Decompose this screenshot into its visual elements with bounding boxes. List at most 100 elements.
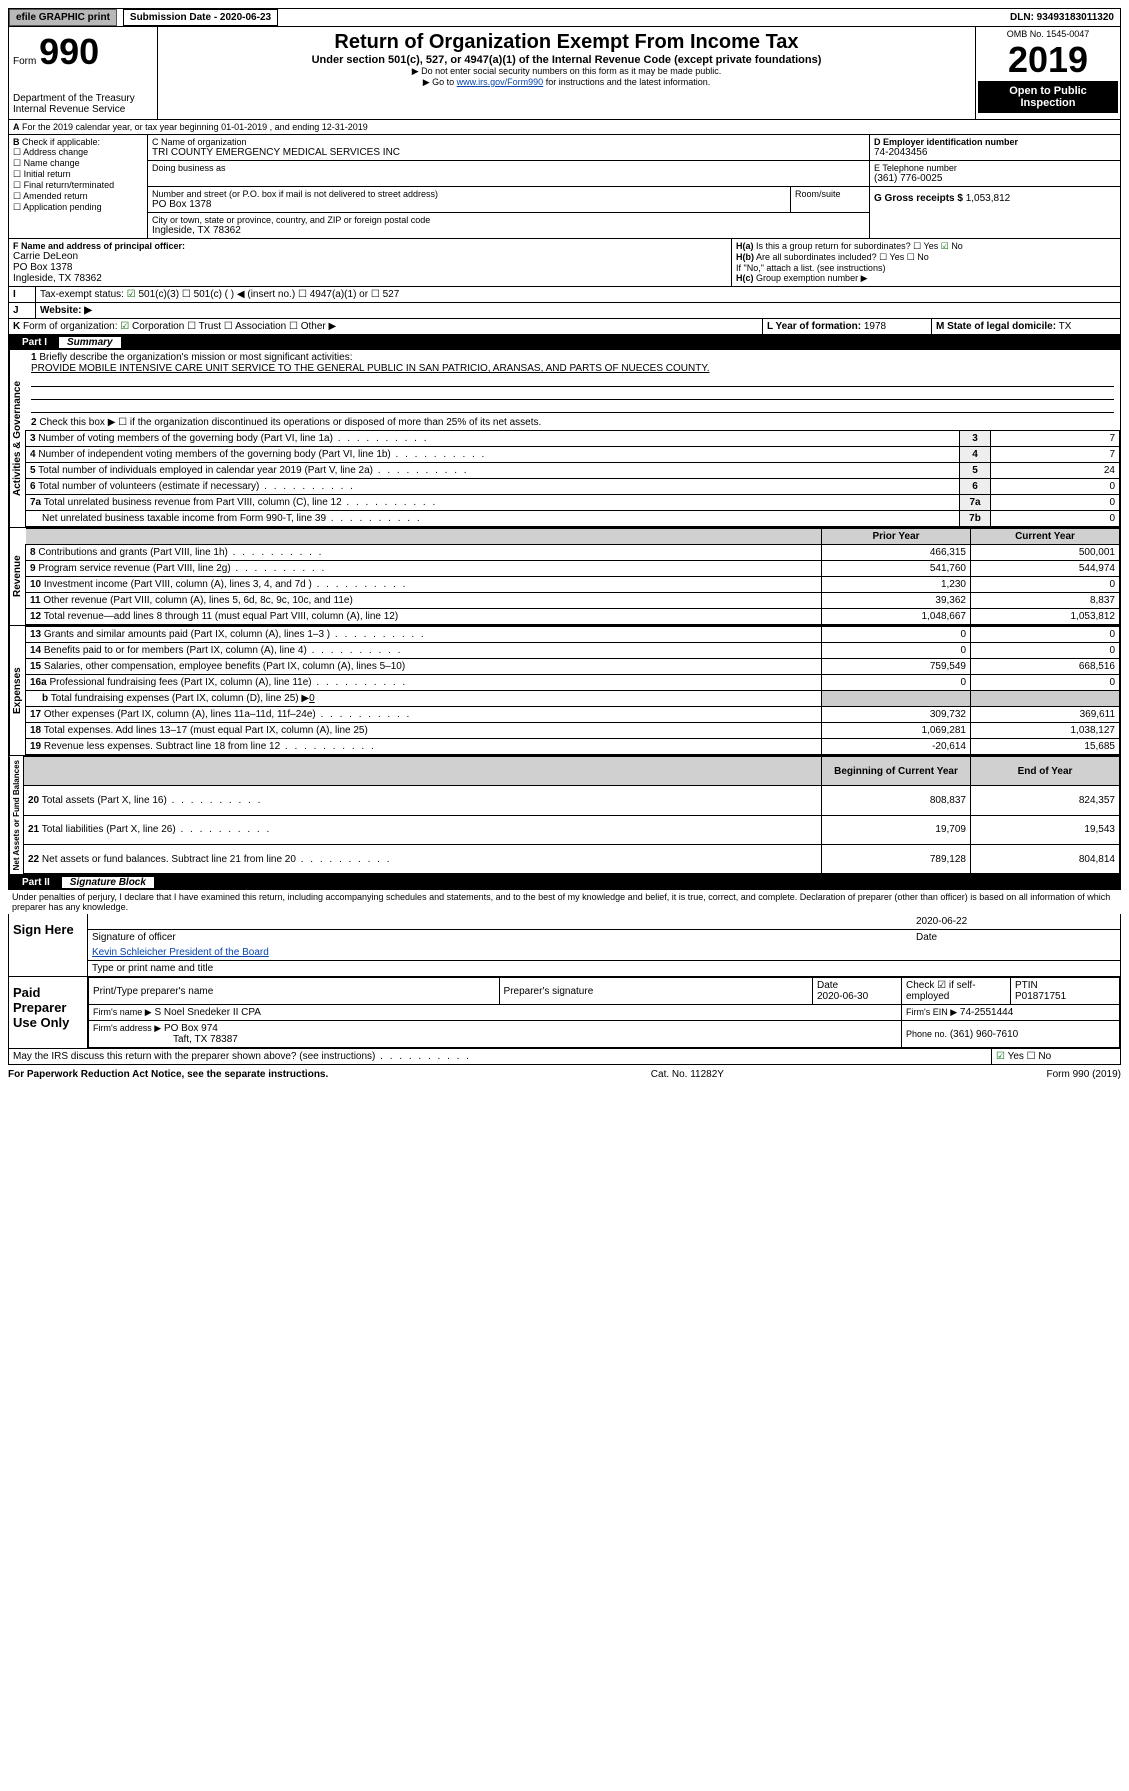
part1-header: Part I Summary <box>8 335 1121 350</box>
chk-trust[interactable]: Trust <box>187 321 221 332</box>
firm-phone: (361) 960-7610 <box>950 1029 1018 1040</box>
form-subtitle: Under section 501(c), 527, or 4947(a)(1)… <box>162 54 971 66</box>
chk-501c[interactable]: 501(c) ( ) ◀ (insert no.) <box>182 289 295 300</box>
chk-corporation[interactable]: Corporation <box>120 321 184 332</box>
group-revenue: Revenue <box>9 528 25 625</box>
p9: 541,760 <box>822 561 971 577</box>
c14: 0 <box>971 643 1120 659</box>
note-tail: for instructions and the latest informat… <box>546 77 711 87</box>
year-formation: 1978 <box>864 321 886 332</box>
chk-name-change[interactable]: Name change <box>13 158 143 169</box>
hb-yes[interactable]: Yes <box>879 252 904 262</box>
l3: Number of voting members of the governin… <box>38 433 428 444</box>
prior-hdr: Prior Year <box>822 529 971 545</box>
c17: 369,611 <box>971 707 1120 723</box>
chk-4947[interactable]: 4947(a)(1) or <box>298 289 368 300</box>
chk-association[interactable]: Association <box>224 321 286 332</box>
org-city: Ingleside, TX 78362 <box>152 225 865 236</box>
l21: Total liabilities (Part X, line 26) <box>42 824 272 835</box>
group-netassets: Net Assets or Fund Balances <box>9 756 23 874</box>
p10: 1,230 <box>822 577 971 593</box>
l6: Total number of volunteers (estimate if … <box>38 481 355 492</box>
bcd-block: B Check if applicable: Address change Na… <box>8 135 1121 239</box>
l10: Investment income (Part VIII, column (A)… <box>44 579 407 590</box>
cat-no: Cat. No. 11282Y <box>651 1069 724 1080</box>
c13: 0 <box>971 627 1120 643</box>
v5: 24 <box>991 463 1120 479</box>
sign-here-label: Sign Here <box>9 914 88 976</box>
l13: Grants and similar amounts paid (Part IX… <box>44 629 426 640</box>
part1-label: Part I <box>14 337 55 348</box>
gross-receipts: 1,053,812 <box>966 193 1011 204</box>
hc-label: Group exemption number ▶ <box>756 273 867 283</box>
c-name-label: C Name of organization <box>152 137 865 147</box>
declaration: Under penalties of perjury, I declare th… <box>8 890 1121 914</box>
m-label: M State of legal domicile: <box>936 321 1056 332</box>
v7a: 0 <box>991 495 1120 511</box>
firm-addr1: PO Box 974 <box>164 1023 218 1034</box>
omb-number: OMB No. 1545-0047 <box>978 29 1118 39</box>
ha-yes[interactable]: Yes <box>913 241 938 251</box>
self-employed[interactable]: Check ☑ if self-employed <box>902 978 1011 1005</box>
officer-name: Carrie DeLeon <box>13 251 727 262</box>
hb-note: If "No," attach a list. (see instruction… <box>736 263 1116 273</box>
psig-label: Preparer's signature <box>499 978 812 1005</box>
officer-signed-name[interactable]: Kevin Schleicher President of the Board <box>92 947 269 958</box>
ha-no[interactable]: No <box>941 241 963 251</box>
note-goto: Go to <box>432 77 457 87</box>
c19: 15,685 <box>971 739 1120 755</box>
addr-label: Number and street (or P.O. box if mail i… <box>152 189 786 199</box>
l16a: Professional fundraising fees (Part IX, … <box>49 677 407 688</box>
form-title: Return of Organization Exempt From Incom… <box>162 31 971 54</box>
c20: 824,357 <box>971 786 1120 815</box>
c22: 804,814 <box>971 845 1120 874</box>
pname-label: Print/Type preparer's name <box>89 978 500 1005</box>
v4: 7 <box>991 447 1120 463</box>
paid-preparer-block: Paid Preparer Use Only Print/Type prepar… <box>8 977 1121 1049</box>
c9: 544,974 <box>971 561 1120 577</box>
form990-link[interactable]: www.irs.gov/Form990 <box>457 77 544 87</box>
l8: Contributions and grants (Part VIII, lin… <box>38 547 323 558</box>
chk-address-change[interactable]: Address change <box>13 147 143 158</box>
submission-date: Submission Date - 2020-06-23 <box>123 9 278 26</box>
f-label: F Name and address of principal officer: <box>13 241 185 251</box>
l16bval: 0 <box>309 693 315 704</box>
i-label: Tax-exempt status: <box>40 289 124 300</box>
l19: Revenue less expenses. Subtract line 18 … <box>44 741 376 752</box>
l5: Total number of individuals employed in … <box>38 465 468 476</box>
sign-here-block: Sign Here 2020-06-22 Signature of office… <box>8 914 1121 977</box>
chk-final-return[interactable]: Final return/terminated <box>13 180 143 191</box>
hb-no[interactable]: No <box>907 252 929 262</box>
discuss-yes[interactable]: Yes <box>996 1051 1024 1062</box>
chk-527[interactable]: 527 <box>371 289 399 300</box>
note-ssn: Do not enter social security numbers on … <box>162 66 971 77</box>
efile-button[interactable]: efile GRAPHIC print <box>9 9 117 26</box>
p14: 0 <box>822 643 971 659</box>
officer-addr: PO Box 1378 <box>13 262 727 273</box>
room-label: Room/suite <box>791 187 869 212</box>
form-number: 990 <box>39 31 99 72</box>
tax-year: 2019 <box>978 39 1118 81</box>
l-label: L Year of formation: <box>767 321 861 332</box>
form-label: Form <box>13 56 36 67</box>
pra-notice: For Paperwork Reduction Act Notice, see … <box>8 1069 328 1080</box>
chk-initial-return[interactable]: Initial return <box>13 169 143 180</box>
chk-amended-return[interactable]: Amended return <box>13 191 143 202</box>
firm-label: Firm's name ▶ <box>93 1007 152 1017</box>
state-domicile: TX <box>1059 321 1072 332</box>
b-label: Check if applicable: <box>22 137 100 147</box>
discuss-no[interactable]: No <box>1027 1051 1052 1062</box>
p19: -20,614 <box>822 739 971 755</box>
ptin-label: PTIN <box>1015 980 1038 991</box>
chk-application-pending[interactable]: Application pending <box>13 202 143 213</box>
c8: 500,001 <box>971 545 1120 561</box>
discuss-label: May the IRS discuss this return with the… <box>13 1051 471 1062</box>
v7b: 0 <box>991 511 1120 527</box>
chk-501c3[interactable]: 501(c)(3) <box>127 289 179 300</box>
l15: Salaries, other compensation, employee b… <box>44 661 405 672</box>
chk-other[interactable]: Other ▶ <box>289 321 336 332</box>
d-label: D Employer identification number <box>874 137 1018 147</box>
tax-year-line: A For the 2019 calendar year, or tax yea… <box>9 120 1120 134</box>
l17: Other expenses (Part IX, column (A), lin… <box>44 709 411 720</box>
type-name-label: Type or print name and title <box>88 961 1120 977</box>
